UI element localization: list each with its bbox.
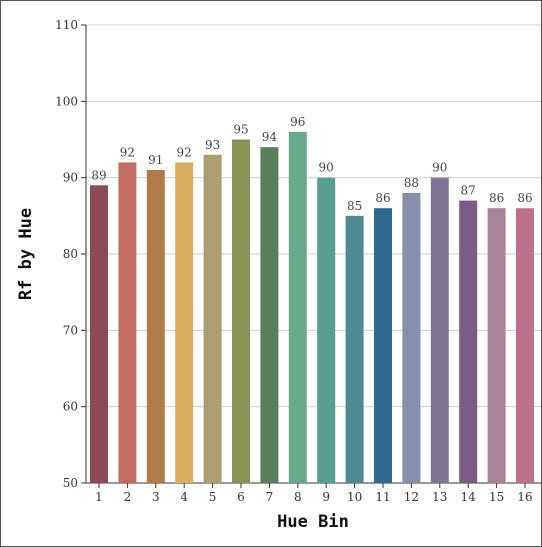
bar-6 xyxy=(232,139,250,483)
y-tick-label: 110 xyxy=(55,18,78,32)
bar-11 xyxy=(374,208,392,483)
x-tick-label: 6 xyxy=(237,490,245,504)
y-tick-label: 50 xyxy=(63,476,78,490)
data-label: 94 xyxy=(262,130,278,144)
data-label: 88 xyxy=(404,176,419,190)
x-tick-label: 11 xyxy=(375,490,390,504)
bar-14 xyxy=(459,200,478,484)
x-tick-label: 12 xyxy=(404,490,419,504)
x-tick-label: 5 xyxy=(209,490,217,504)
bar-10 xyxy=(345,215,364,484)
y-axis-title: Rf by Hue xyxy=(16,208,36,300)
bar-5 xyxy=(203,154,222,483)
bar-15 xyxy=(487,208,506,483)
x-tick-label: 10 xyxy=(347,490,362,504)
y-tick-label: 90 xyxy=(63,171,78,185)
bar-16 xyxy=(516,208,534,483)
data-labels: 89 92 91 92 93 95 94 96 90 85 86 88 90 87 86 86 xyxy=(91,115,532,213)
x-tick-label: 13 xyxy=(432,490,447,504)
data-label: 91 xyxy=(148,153,163,167)
bar-2 xyxy=(118,162,137,483)
data-label: 90 xyxy=(319,161,334,175)
bar-13 xyxy=(430,177,449,483)
data-label: 86 xyxy=(517,191,532,205)
x-tick-label: 16 xyxy=(517,490,532,504)
data-label: 89 xyxy=(91,168,106,182)
bars xyxy=(90,131,534,484)
y-tick-label: 70 xyxy=(63,323,78,337)
data-label: 95 xyxy=(233,123,248,137)
x-tick-label: 4 xyxy=(180,490,188,504)
bar-3 xyxy=(146,170,165,484)
data-label: 87 xyxy=(461,184,476,198)
data-label: 86 xyxy=(489,191,504,205)
bar-9 xyxy=(317,177,336,483)
y-tick-label: 100 xyxy=(55,94,78,108)
bar-1 xyxy=(90,185,108,484)
y-tick-label: 60 xyxy=(63,400,78,414)
x-axis-title: Hue Bin xyxy=(277,512,349,532)
x-tick-label: 3 xyxy=(152,490,160,504)
x-tick-label: 8 xyxy=(294,490,302,504)
data-label: 92 xyxy=(177,145,192,159)
bar-8 xyxy=(288,131,307,483)
x-tick-label: 7 xyxy=(266,490,274,504)
data-label: 96 xyxy=(290,115,305,129)
x-tick-labels: 1 2 3 4 5 6 7 8 9 10 11 12 13 14 15 16 xyxy=(95,490,532,504)
y-tick-labels: 50 60 70 80 90 100 110 xyxy=(55,18,78,490)
bar-7 xyxy=(260,147,279,483)
x-tick-label: 1 xyxy=(95,490,103,504)
x-tick-label: 14 xyxy=(461,490,477,504)
data-label: 85 xyxy=(347,199,362,213)
bar-4 xyxy=(175,162,194,483)
x-tick-label: 15 xyxy=(489,490,504,504)
data-label: 93 xyxy=(205,138,220,152)
y-tick-label: 80 xyxy=(63,247,78,261)
data-label: 90 xyxy=(432,161,447,175)
bar-12 xyxy=(402,192,421,483)
x-tick-label: 9 xyxy=(322,490,330,504)
data-label: 86 xyxy=(375,191,390,205)
data-label: 92 xyxy=(120,145,135,159)
x-tick-label: 2 xyxy=(124,490,132,504)
